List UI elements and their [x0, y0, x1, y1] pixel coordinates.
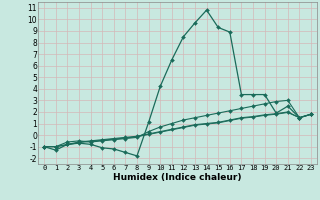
X-axis label: Humidex (Indice chaleur): Humidex (Indice chaleur): [113, 173, 242, 182]
